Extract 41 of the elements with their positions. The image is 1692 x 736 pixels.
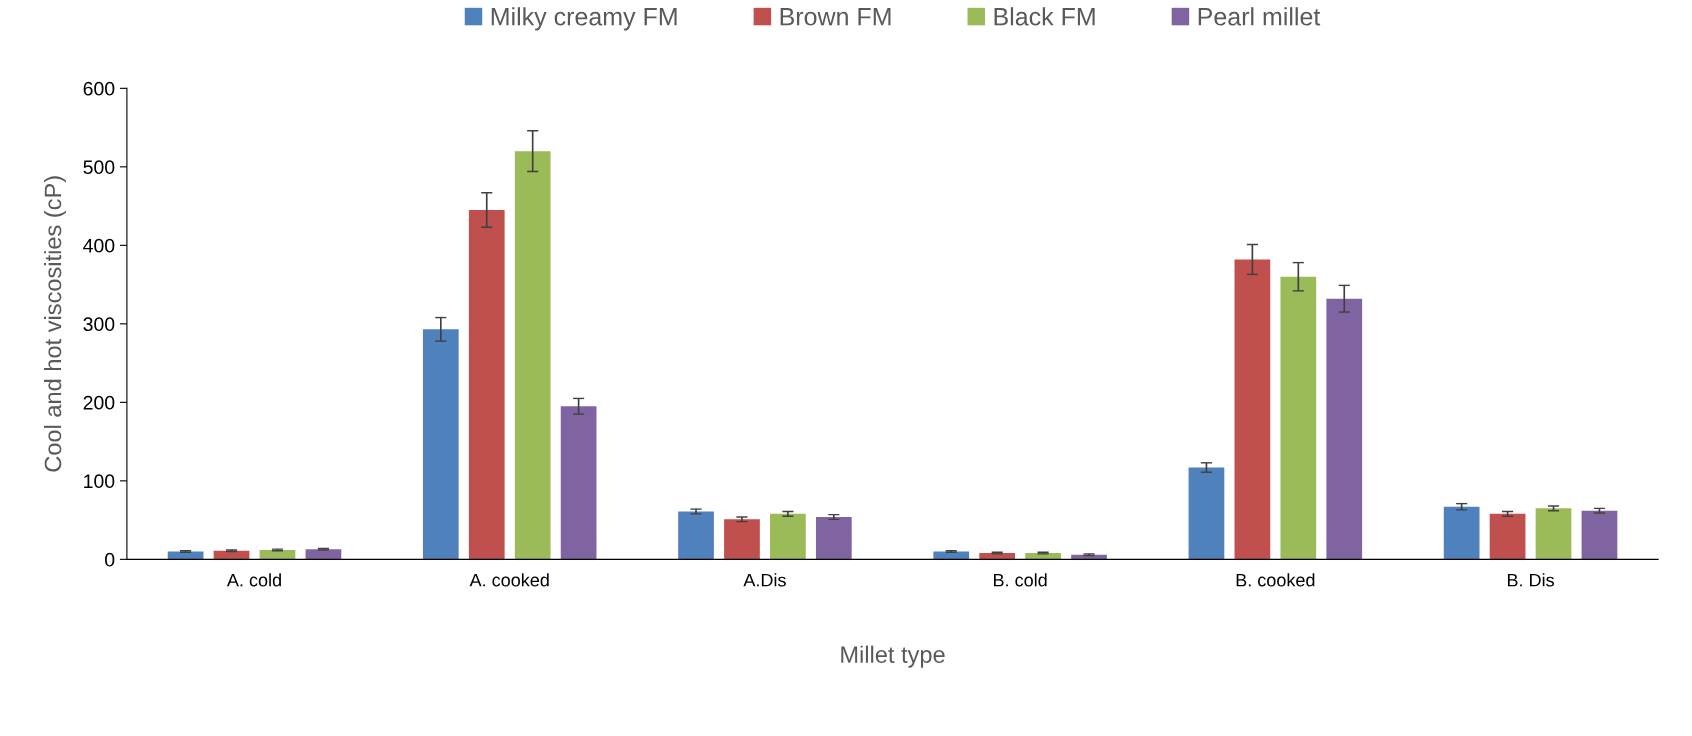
bar	[1581, 510, 1618, 560]
x-axis-title: Millet type	[841, 645, 945, 668]
x-tick-label: A. cooked	[469, 573, 549, 587]
x-tick-label: B. Dis	[1507, 573, 1554, 587]
bar	[724, 519, 760, 560]
bar	[770, 513, 806, 560]
y-tick-label: 200	[83, 395, 115, 410]
bar	[1188, 467, 1225, 560]
bar	[678, 511, 714, 560]
legend-label: Black FM	[994, 7, 1095, 26]
bar	[1280, 276, 1317, 560]
bar	[1443, 506, 1480, 560]
x-tick-label: B. cooked	[1236, 573, 1315, 587]
y-tick-label: 500	[83, 160, 115, 175]
legend-label: Pearl millet	[1198, 7, 1321, 26]
y-tick-label: 400	[83, 238, 115, 253]
bar	[1489, 513, 1526, 560]
bar	[979, 553, 1016, 560]
x-tick-label: A. cold	[226, 573, 281, 587]
legend-label: Brown FM	[780, 8, 891, 26]
x-tick-label: A.Dis	[743, 573, 786, 587]
bar	[1234, 259, 1271, 560]
bar	[1535, 508, 1572, 560]
y-tick-label: 300	[83, 317, 115, 332]
bar	[1326, 298, 1363, 560]
bar	[514, 151, 551, 560]
bar	[468, 210, 505, 560]
y-axis-title: Cool and hot viscosities (cP)	[43, 176, 66, 472]
bar	[560, 406, 597, 560]
bar	[1025, 553, 1061, 560]
bar	[933, 551, 970, 560]
bar	[815, 516, 852, 560]
y-tick-label: 0	[105, 552, 115, 567]
bar	[422, 329, 459, 560]
bar	[305, 549, 342, 560]
y-tick-label: 100	[84, 474, 115, 489]
x-tick-label: B. cold	[994, 573, 1047, 587]
legend-label: Milky creamy FM	[491, 7, 677, 31]
y-tick-label: 600	[83, 81, 115, 96]
bar	[213, 550, 250, 560]
bar	[259, 549, 296, 560]
